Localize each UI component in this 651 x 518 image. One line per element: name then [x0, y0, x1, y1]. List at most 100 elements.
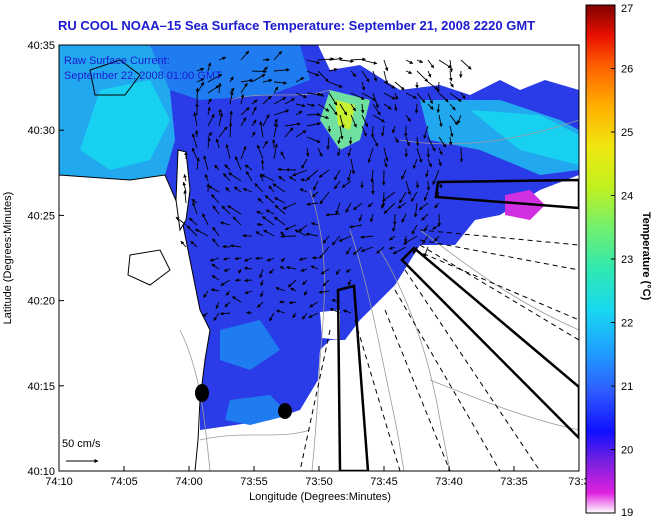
current-vector: [299, 188, 308, 193]
current-vector: [196, 67, 205, 72]
current-vector: [322, 235, 330, 244]
current-vector: [306, 70, 320, 77]
current-vector: [427, 158, 432, 168]
current-vector: [228, 172, 242, 182]
current-vector: [306, 122, 321, 127]
current-vector: [339, 103, 348, 116]
current-vector: [213, 312, 220, 321]
current-vector: [328, 68, 338, 72]
current-vector: [414, 103, 419, 114]
current-vector: [275, 309, 286, 314]
current-vector: [280, 231, 286, 237]
y-tick-label: 40:25: [27, 210, 55, 222]
current-vector: [229, 76, 234, 83]
figure-title: RU COOL NOAA–15 Sea Surface Temperature:…: [58, 18, 535, 33]
current-vector: [251, 99, 258, 105]
current-vector: [256, 222, 264, 227]
current-vector: [427, 70, 432, 78]
current-vector: [295, 92, 308, 99]
current-vector: [361, 92, 377, 101]
current-vector: [214, 164, 220, 171]
current-vector: [218, 82, 222, 94]
current-vector: [212, 238, 220, 248]
current-vector: [394, 81, 405, 91]
y-tick-label: 40:30: [27, 125, 55, 137]
current-vector: [436, 81, 441, 93]
current-vector: [416, 147, 423, 163]
current-vector: [190, 240, 198, 248]
current-vector: [306, 136, 321, 143]
current-vector: [401, 169, 407, 180]
current-vector: [224, 301, 231, 308]
current-vector: [311, 191, 319, 198]
current-vector: [218, 108, 222, 116]
current-vector: [284, 122, 301, 127]
current-vector: [427, 103, 434, 110]
current-vector: [383, 158, 388, 168]
current-vector: [306, 169, 319, 181]
current-vector: [339, 59, 354, 63]
x-axis: 74:10 74:05 74:00 73:55 73:50 73:45 73:40 73:35…: [45, 466, 590, 488]
current-vector: [259, 121, 264, 138]
current-vector: [306, 59, 321, 65]
current-vector: [259, 268, 264, 279]
current-vector: [225, 290, 231, 296]
current-vector: [269, 312, 275, 322]
current-vector: [274, 216, 286, 226]
current-vector: [251, 106, 257, 116]
current-vector: [372, 70, 378, 82]
x-tick-label: 73:50: [305, 476, 333, 488]
current-vector: [367, 202, 374, 208]
colorbar-tick-label: 19: [621, 507, 633, 518]
current-vector: [243, 278, 253, 283]
current-vector: [271, 139, 276, 149]
current-vector: [412, 158, 418, 169]
current-vector: [300, 178, 308, 182]
current-vector: [207, 62, 212, 72]
current-vector: [208, 185, 220, 193]
current-vector: [361, 114, 369, 128]
current-vector: [413, 202, 418, 218]
current-vector: [438, 114, 443, 128]
current-vector: [317, 103, 330, 112]
current-vector: [260, 279, 264, 287]
current-vector: [403, 235, 418, 245]
current-vector: [260, 174, 275, 182]
current-vector: [232, 216, 242, 226]
current-vector: [415, 136, 420, 147]
x-tick-label: 74:00: [175, 476, 203, 488]
current-vector: [219, 311, 231, 316]
x-tick-label: 73:45: [370, 476, 398, 488]
current-vector: [306, 202, 319, 206]
current-vector: [347, 279, 352, 286]
current-vector: [256, 144, 264, 160]
current-vector: [418, 202, 429, 211]
current-vector: [427, 136, 436, 152]
current-vector: [438, 158, 442, 167]
current-vector: [242, 188, 253, 193]
current-vector: [335, 268, 341, 275]
current-vector: [360, 246, 374, 252]
current-vector: [388, 235, 396, 241]
current-vector: [376, 246, 385, 254]
current-vector: [196, 157, 200, 171]
current-vector: [207, 113, 215, 127]
current-vector: [334, 180, 341, 190]
current-vector: [227, 205, 242, 215]
current-vector: [204, 173, 209, 182]
current-vector: [410, 191, 418, 202]
current-vector: [350, 158, 356, 175]
current-vector: [266, 257, 275, 262]
current-vector: [273, 50, 283, 61]
current-vector: [251, 69, 267, 74]
current-vector: [405, 136, 410, 147]
current-vector: [273, 118, 278, 127]
current-vector: [280, 257, 286, 263]
current-vector: [262, 140, 268, 149]
current-vector: [328, 103, 338, 116]
current-vector: [388, 246, 396, 250]
current-vector: [219, 221, 231, 226]
current-vector: [290, 287, 297, 292]
current-vector: [207, 98, 212, 105]
buoy-marker: [195, 384, 209, 402]
